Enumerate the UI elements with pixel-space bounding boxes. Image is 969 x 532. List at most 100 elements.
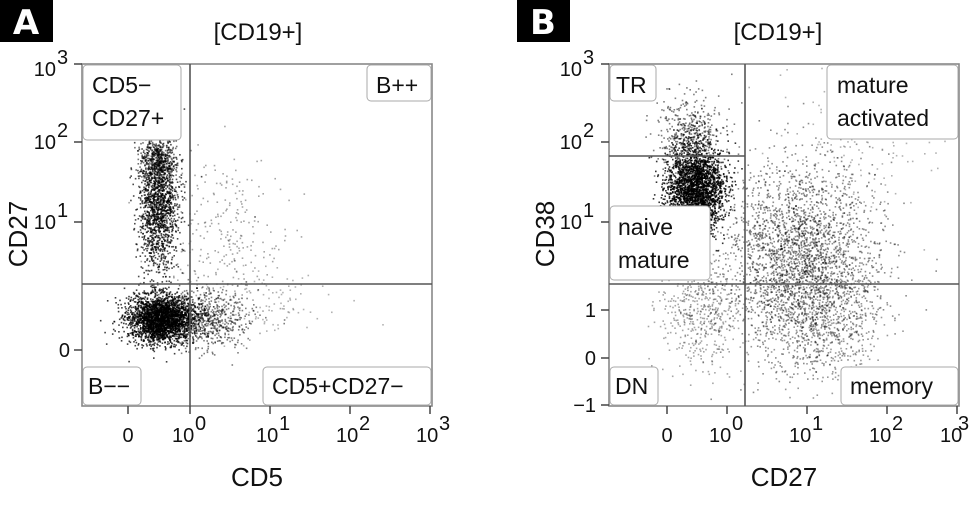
event-point <box>153 348 155 350</box>
event-point <box>133 315 135 317</box>
event-point <box>151 305 153 307</box>
event-point <box>171 225 173 227</box>
event-point <box>143 345 145 347</box>
event-point <box>151 209 153 211</box>
event-point <box>135 256 137 258</box>
event-point <box>122 327 124 329</box>
event-point <box>171 315 173 317</box>
event-point <box>167 141 169 143</box>
event-point <box>139 298 141 300</box>
event-point <box>194 325 196 327</box>
event-point <box>134 147 136 149</box>
event-point <box>138 172 140 174</box>
event-point <box>152 155 154 157</box>
event-point <box>187 326 189 328</box>
event-point <box>169 318 171 320</box>
event-point <box>173 208 175 210</box>
event-point <box>154 345 156 347</box>
event-point <box>130 327 132 329</box>
event-point <box>206 295 208 297</box>
event-point <box>168 333 170 335</box>
event-point <box>208 314 210 316</box>
event-point <box>158 266 160 268</box>
event-point <box>168 147 170 149</box>
event-point <box>193 328 195 330</box>
event-point <box>166 157 168 159</box>
event-point <box>150 149 152 151</box>
event-point <box>181 319 183 321</box>
event-point <box>155 317 157 319</box>
event-point <box>156 312 158 314</box>
event-point <box>142 200 144 202</box>
event-point <box>161 176 163 178</box>
event-point <box>138 218 140 220</box>
event-point <box>174 195 176 197</box>
event-point <box>151 231 153 233</box>
event-point <box>152 311 154 313</box>
event-point <box>139 325 141 327</box>
event-point <box>181 321 183 323</box>
event-point <box>167 262 169 264</box>
event-point <box>158 156 160 158</box>
event-point <box>155 204 157 206</box>
event-point <box>145 206 147 208</box>
event-point <box>172 195 174 197</box>
event-point <box>192 317 194 319</box>
event-point <box>168 149 170 151</box>
event-point <box>130 200 132 202</box>
event-point <box>150 281 152 283</box>
event-point <box>221 342 223 344</box>
event-point <box>150 298 152 300</box>
event-point <box>164 163 166 165</box>
event-point <box>149 217 151 219</box>
event-point <box>167 142 169 144</box>
event-point <box>133 335 135 337</box>
event-point <box>141 195 143 197</box>
event-point <box>146 211 148 213</box>
event-point <box>165 299 167 301</box>
event-point <box>143 225 145 227</box>
event-point <box>153 232 155 234</box>
event-point <box>161 156 163 158</box>
event-point <box>174 310 176 312</box>
event-point <box>129 177 131 179</box>
event-point <box>177 238 179 240</box>
event-point <box>144 329 146 331</box>
event-point <box>155 293 157 295</box>
event-point <box>149 319 151 321</box>
event-point <box>167 203 169 205</box>
event-point <box>150 336 152 338</box>
event-point <box>199 326 201 328</box>
event-point <box>135 306 137 308</box>
event-point <box>157 322 159 324</box>
event-point <box>179 232 181 234</box>
event-point <box>196 336 198 338</box>
event-point <box>208 311 210 313</box>
event-point <box>170 226 172 228</box>
event-point <box>146 231 148 233</box>
event-point <box>133 337 135 339</box>
event-point <box>166 215 168 217</box>
event-point <box>145 199 147 201</box>
event-point <box>144 202 146 204</box>
event-point <box>165 188 167 190</box>
event-point <box>131 297 133 299</box>
event-point <box>144 165 146 167</box>
event-point <box>148 199 150 201</box>
event-point <box>166 281 168 283</box>
event-point <box>145 296 147 298</box>
event-point <box>176 292 178 294</box>
event-point <box>136 295 138 297</box>
event-point <box>143 239 145 241</box>
event-point <box>145 337 147 339</box>
event-point <box>162 185 164 187</box>
event-point <box>154 246 156 248</box>
event-point <box>113 329 115 331</box>
event-point <box>224 311 226 313</box>
event-point <box>135 339 137 341</box>
event-point <box>169 175 171 177</box>
event-point <box>161 243 163 245</box>
event-point <box>143 324 145 326</box>
event-point <box>157 154 159 156</box>
event-point <box>142 233 144 235</box>
